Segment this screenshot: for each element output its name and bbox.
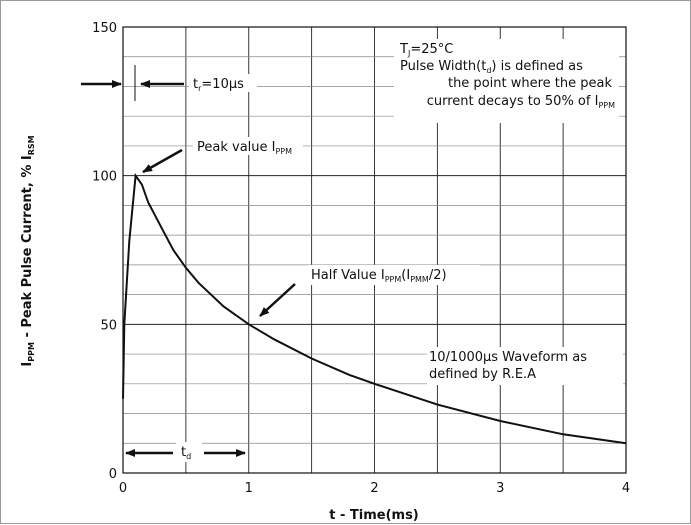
x-tick-label: 4 (622, 481, 630, 496)
waveform-text-line2: defined by R.E.A (429, 367, 536, 382)
x-tick-label: 1 (245, 481, 253, 496)
y-tick-label: 0 (109, 467, 117, 482)
peak-point-text: the point where the peak (448, 76, 612, 91)
x-tick-label: 0 (119, 481, 127, 496)
x-axis-label: t - Time(ms) (329, 508, 419, 523)
conditions-annotation: TJ=25°C Pulse Width(td) is defined as th… (394, 39, 619, 123)
waveform-annotation: 10/1000µs Waveform as defined by R.E.A (427, 347, 623, 385)
pulse-width-def-text: Pulse Width(td) is defined as (400, 59, 583, 75)
waveform-curve (122, 172, 627, 445)
peak-value-annotation: Peak value IPPM (142, 137, 303, 174)
peak-value-text: Peak value IPPM (197, 140, 292, 156)
y-tick-label: 100 (92, 170, 117, 185)
td-label: td (181, 445, 191, 461)
x-tick-label: 3 (496, 481, 504, 496)
half-value-arrow (259, 283, 296, 317)
waveform-text-line1: 10/1000µs Waveform as (429, 350, 587, 365)
x-tick-labels: 0 1 2 3 4 (119, 481, 630, 496)
decay-text: current decays to 50% of IPPM (427, 94, 615, 110)
plot-area-border (122, 26, 627, 474)
y-tick-labels: 0 50 100 150 (92, 21, 117, 482)
junction-temp-text: TJ=25°C (399, 42, 453, 58)
y-tick-label: 150 (92, 21, 117, 36)
rise-time-annotation: tr=10µs (81, 65, 257, 101)
x-tick-label: 2 (370, 481, 378, 496)
y-axis-label: IPPM - Peak Pulse Current, % IRSM (20, 135, 36, 366)
half-value-text: Half Value IPPM(IPMM/2) (311, 268, 447, 284)
pulse-width-annotation: td (125, 442, 246, 462)
y-tick-label: 50 (100, 318, 117, 333)
rise-time-text: tr=10µs (193, 77, 244, 93)
peak-arrow (142, 148, 183, 174)
half-value-annotation: Half Value IPPM(IPMM/2) (259, 265, 480, 317)
